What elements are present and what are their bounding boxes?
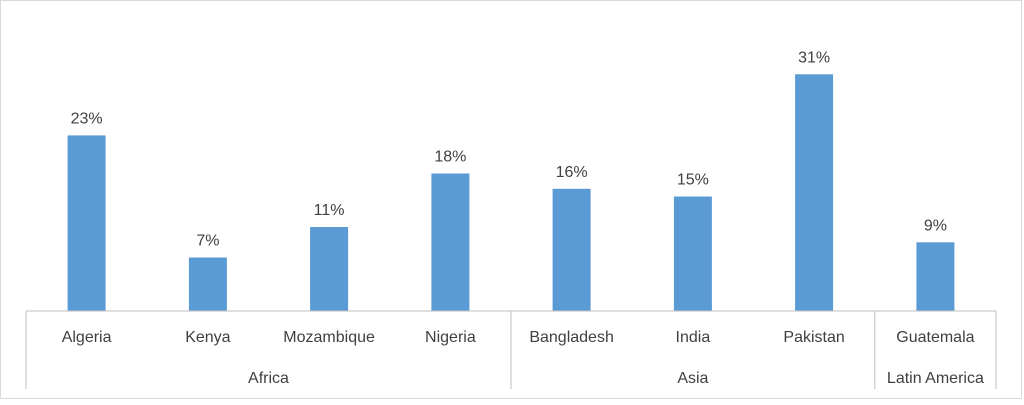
bar-india — [673, 196, 712, 311]
bar-guatemala — [916, 242, 955, 311]
data-label-kenya: 7% — [196, 233, 219, 250]
category-label-india: India — [676, 329, 711, 346]
group-label-africa: Africa — [248, 370, 289, 387]
category-label-mozambique: Mozambique — [283, 329, 375, 346]
data-label-pakistan: 31% — [798, 49, 830, 66]
bars-layer — [67, 74, 955, 311]
group-label-asia: Asia — [677, 370, 708, 387]
data-label-mozambique: 11% — [314, 202, 345, 219]
category-label-bangladesh: Bangladesh — [529, 329, 614, 346]
category-label-guatemala: Guatemala — [896, 329, 974, 346]
category-label-nigeria: Nigeria — [425, 329, 476, 346]
data-label-nigeria: 18% — [434, 149, 466, 166]
bar-nigeria — [431, 173, 470, 311]
bar-pakistan — [795, 74, 834, 311]
bar-algeria — [67, 135, 106, 311]
category-label-algeria: Algeria — [62, 329, 112, 346]
data-label-india: 15% — [677, 172, 709, 189]
data-label-bangladesh: 16% — [556, 164, 588, 181]
data-label-guatemala: 9% — [924, 217, 947, 234]
data-labels-layer: 23% 7% 11% 18% 16% 15% 31% 9% — [71, 49, 947, 249]
category-label-kenya: Kenya — [185, 329, 230, 346]
bar-kenya — [188, 257, 227, 311]
category-label-pakistan: Pakistan — [783, 329, 844, 346]
bar-bangladesh — [552, 188, 591, 311]
group-label-latin-america: Latin America — [887, 370, 984, 387]
category-axis: Algeria Kenya Mozambique Nigeria Bangladesh I… — [25, 310, 997, 389]
bar-mozambique — [310, 227, 349, 311]
data-label-algeria: 23% — [71, 110, 103, 127]
